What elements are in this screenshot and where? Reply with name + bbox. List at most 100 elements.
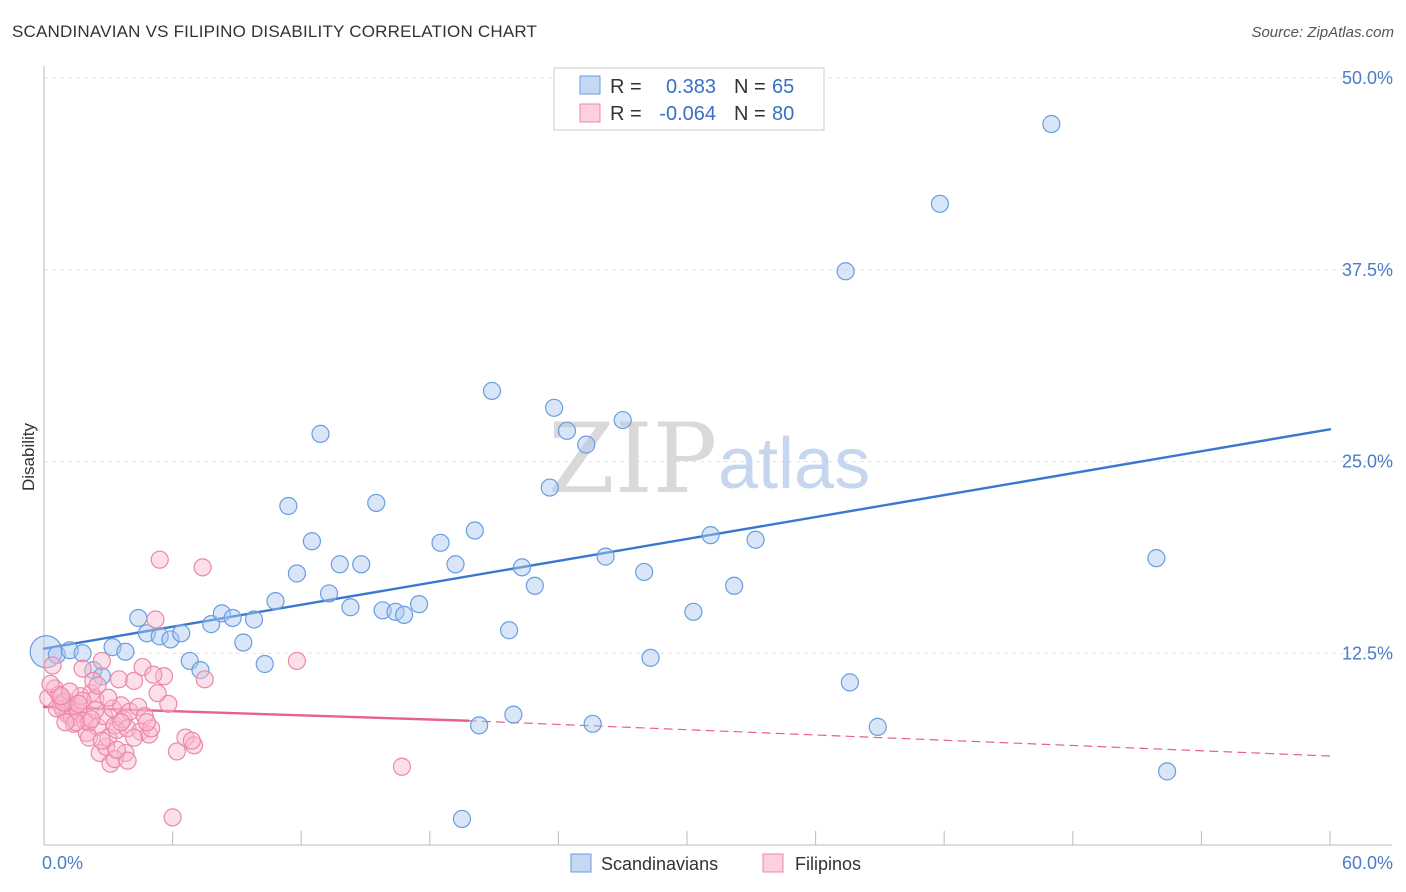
point-scandinavian [302,532,322,551]
point-scandinavian [446,555,465,574]
y-tick-label: 37.5% [1342,260,1393,280]
point-filipino [159,694,178,713]
watermark-zip: ZIP [548,403,717,515]
point-scandinavian [596,547,615,566]
y-tick-label: 25.0% [1342,452,1393,472]
point-scandinavian [1147,549,1166,568]
legend-n-label: N = [734,103,766,125]
point-scandinavian [116,642,135,661]
legend-n-label: N = [734,76,766,98]
point-scandinavian [172,624,191,643]
point-scandinavian [234,633,253,652]
point-scandinavian [482,381,502,401]
point-filipino [167,742,186,761]
point-filipino [52,687,71,706]
point-filipino [60,682,79,701]
point-scandinavian [525,576,544,595]
point-scandinavian [255,654,274,674]
point-filipino [118,751,137,770]
point-scandinavian [319,584,339,603]
point-scandinavian [701,526,720,545]
bottom-legend: Scandinavians Filipinos [570,853,861,874]
point-filipino [193,558,212,577]
gridlines [44,77,1392,654]
point-filipino [148,684,167,703]
point-scandinavian [504,705,523,724]
legend-swatch-scandinavian [579,75,601,95]
point-scandinavian [266,591,285,611]
watermark-atlas: atlas [718,424,870,504]
data-points [29,114,1177,829]
point-scandinavian [191,661,210,680]
bottom-legend-swatch-filipino [762,853,784,873]
legend-r-label: R = [610,103,642,125]
point-filipino [43,656,62,675]
point-scandinavian [557,421,577,440]
point-scandinavian [684,602,703,621]
y-axis-label: Disability [19,422,38,491]
point-scandinavian [29,635,63,669]
point-scandinavian [330,555,349,574]
point-scandinavian [746,530,765,549]
point-scandinavian [500,621,519,640]
point-scandinavian [73,644,92,663]
point-filipino [124,671,144,690]
point-scandinavian [92,667,111,686]
trend-line-filipino [42,705,470,722]
point-scandinavian [202,615,221,634]
point-scandinavian [409,595,429,614]
point-scandinavian [1042,114,1061,134]
point-filipino [124,728,144,747]
point-scandinavian [836,262,855,281]
point-scandinavian [868,717,887,736]
point-filipino [69,694,88,713]
x-tick-label-max: 60.0% [1342,853,1393,873]
legend-swatch-filipino [579,103,601,123]
point-scandinavian [212,604,231,623]
point-scandinavian [613,410,632,430]
point-scandinavian [161,630,180,649]
point-filipino [150,550,169,569]
point-filipino [182,731,201,750]
point-filipino [92,651,111,671]
point-filipino [88,676,107,695]
point-filipino [129,697,148,717]
y-tick-label: 50.0% [1342,68,1393,88]
point-filipino [86,700,105,720]
legend-r-value: 0.383 [666,76,716,98]
point-filipino [56,713,75,732]
legend-n-value: 65 [772,76,794,98]
point-scandinavian [641,648,660,667]
point-scandinavian [545,398,564,417]
point-scandinavian [129,608,148,628]
point-filipino [392,757,412,776]
point-filipino [109,670,129,689]
point-filipino [137,713,156,732]
point-scandinavian [1158,762,1177,781]
trend-line-filipino [467,720,1331,757]
y-tick-label: 12.5% [1342,643,1393,663]
point-filipino [144,665,163,684]
point-filipino [163,808,182,827]
point-filipino [41,674,60,694]
point-filipino [195,670,214,689]
stats-legend: R = 0.383 N = 65 R = -0.064 N = 80 [553,67,825,131]
point-scandinavian [452,809,472,829]
point-scandinavian [394,605,414,625]
point-scandinavian [287,564,307,583]
point-scandinavian [930,194,950,213]
point-scandinavian [465,521,484,540]
point-filipino [112,713,131,732]
point-scandinavian [279,496,298,516]
point-scandinavian [512,558,532,577]
point-scandinavian [725,576,744,595]
point-filipino [107,740,126,759]
legend-n-value: 80 [772,103,794,125]
point-scandinavian [223,608,242,628]
point-filipino [67,713,86,732]
point-filipino [73,659,92,678]
point-scandinavian [540,478,559,497]
legend-r-value: -0.064 [659,103,716,125]
point-filipino [287,651,307,671]
